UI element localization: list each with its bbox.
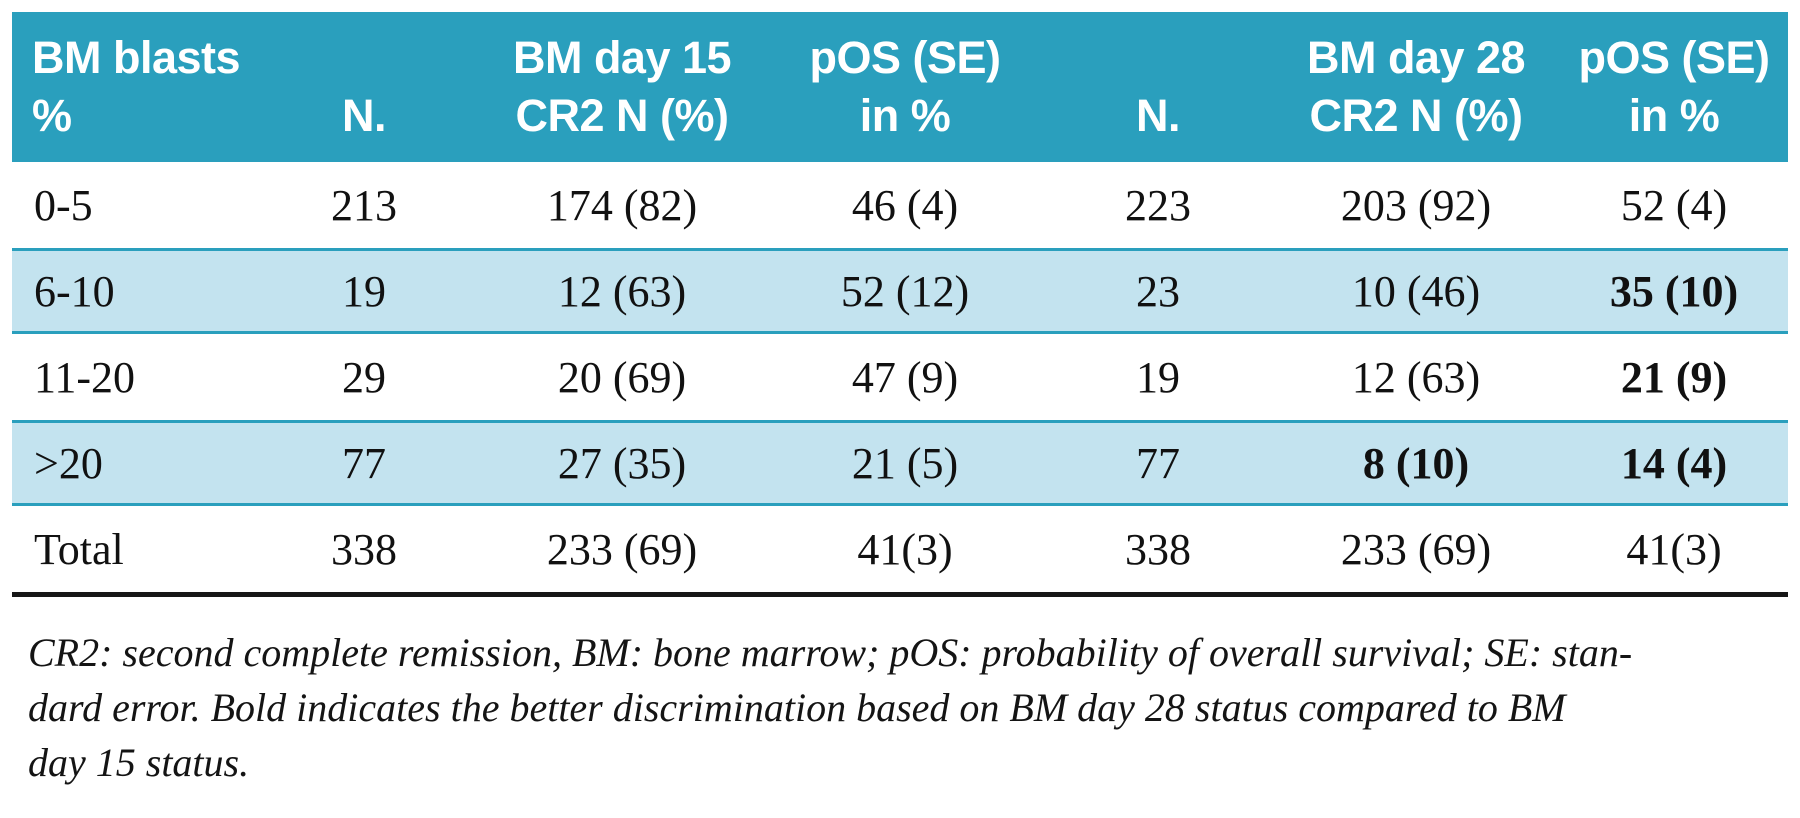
table-body: 0-5 213 174 (82) 46 (4) 223 203 (92) 52 (4) 6-1…: [12, 162, 1788, 592]
table-cell: 19: [1136, 352, 1180, 402]
table-row: 6-10 19 12 (63) 52 (12) 23 10 (46) 35 (10): [12, 248, 1788, 334]
table-cell: 52 (12): [840, 266, 970, 316]
results-table: BM blasts% N. BM day 15 CR2 N (%) pOS (SE) in…: [12, 12, 1788, 597]
header-cell: BM day 28 CR2 N (%): [1306, 32, 1526, 141]
table-cell: 223: [1125, 180, 1191, 230]
table-cell: 10 (46): [1351, 266, 1481, 316]
table-cell: 338: [331, 524, 397, 574]
table-cell: 27 (35): [557, 438, 687, 488]
table-cell: 77: [342, 438, 386, 488]
header-cell: N.: [342, 90, 387, 141]
table-cell: Total: [34, 524, 124, 574]
table-cell: 12 (63): [1351, 352, 1481, 402]
table-cell: 41(3): [1626, 524, 1722, 574]
header-cell: N.: [1136, 90, 1181, 141]
table-cell: 233 (69): [1340, 524, 1492, 574]
table-cell: 23: [1136, 266, 1180, 316]
table-row-total: Total 338 233 (69) 41(3) 338 233 (69) 41(3): [12, 506, 1788, 592]
table-cell: 0-5: [34, 180, 93, 230]
table-row: 0-5 213 174 (82) 46 (4) 223 203 (92) 52 (4): [12, 162, 1788, 248]
table-cell: 8 (10): [1362, 438, 1470, 488]
table-cell: 77: [1136, 438, 1180, 488]
table-cell: 41(3): [857, 524, 953, 574]
table-row: 11-20 29 20 (69) 47 (9) 19 12 (63) 21 (9): [12, 334, 1788, 420]
table-cell: 6-10: [34, 266, 115, 316]
table-cell: 213: [331, 180, 397, 230]
table-cell: 46 (4): [851, 180, 959, 230]
header-cell: BM day 15 CR2 N (%): [512, 32, 732, 141]
footnote-line: CR2: second complete remission, BM: bone…: [28, 630, 1633, 675]
footnote-line: dard error. Bold indicates the better di…: [28, 685, 1566, 731]
table-cell: 11-20: [34, 352, 136, 402]
table-row: >20 77 27 (35) 21 (5) 77 8 (10) 14 (4): [12, 420, 1788, 506]
table-cell: 21 (9): [1620, 352, 1728, 402]
header-cell: BM blasts%: [32, 32, 241, 141]
table-cell: 14 (4): [1620, 438, 1728, 488]
table-cell: 52 (4): [1620, 180, 1728, 230]
table-cell: 29: [342, 352, 386, 402]
table-cell: 338: [1125, 524, 1191, 574]
table-cell: >20: [34, 438, 103, 488]
table-cell: 233 (69): [546, 524, 698, 574]
table-cell: 12 (63): [557, 266, 687, 316]
table-cell: 35 (10): [1609, 266, 1739, 316]
table-cell: 19: [342, 266, 386, 316]
table-footnote: CR2: second complete remission, BM: bone…: [12, 597, 1788, 791]
header-cell: pOS (SE) in %: [809, 32, 1001, 141]
table-cell: 47 (9): [851, 352, 959, 402]
table-cell: 203 (92): [1340, 180, 1492, 230]
table-cell: 21 (5): [851, 438, 959, 488]
header-cell: pOS (SE) in %: [1578, 32, 1770, 141]
table-cell: 174 (82): [546, 180, 698, 230]
table-cell: 20 (69): [557, 352, 687, 402]
footnote-line: day 15 status.: [28, 740, 250, 786]
table-header-row: BM blasts% N. BM day 15 CR2 N (%) pOS (SE) in…: [12, 12, 1788, 162]
